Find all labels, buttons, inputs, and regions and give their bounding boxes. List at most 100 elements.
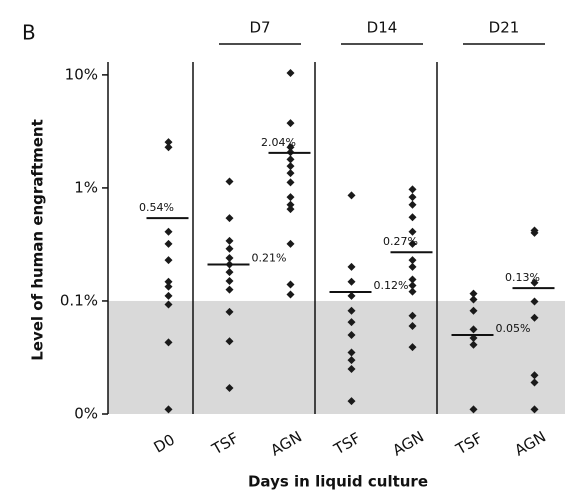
data-point	[347, 291, 356, 300]
data-point	[469, 325, 478, 334]
group-header: D21	[489, 19, 520, 37]
mean-label: 0.13%	[505, 271, 540, 284]
data-point	[286, 155, 295, 164]
data-point	[286, 290, 295, 299]
data-point	[225, 236, 234, 245]
y-tick-label: 1%	[74, 178, 98, 196]
y-tick-label: 10%	[65, 65, 98, 83]
x-tick-label: D0	[151, 430, 178, 456]
data-point	[347, 191, 356, 200]
data-point	[164, 256, 173, 265]
data-point	[408, 185, 417, 194]
data-point	[164, 300, 173, 309]
data-point	[408, 275, 417, 284]
data-point	[347, 330, 356, 339]
data-point	[469, 334, 478, 343]
data-point	[408, 256, 417, 265]
data-point	[347, 262, 356, 271]
y-axis-title: Level of human engraftment	[29, 119, 47, 361]
data-point	[225, 277, 234, 286]
data-point	[286, 193, 295, 202]
data-point	[530, 228, 539, 237]
data-point	[408, 322, 417, 331]
x-tick-label: AGN	[390, 428, 427, 460]
data-point	[347, 318, 356, 327]
data-point	[225, 268, 234, 277]
data-point	[225, 244, 234, 253]
data-point	[286, 205, 295, 214]
mean-label: 0.54%	[139, 201, 174, 214]
data-point	[225, 214, 234, 223]
data-point	[469, 289, 478, 298]
data-point	[347, 397, 356, 406]
data-point	[408, 239, 417, 248]
data-point	[164, 277, 173, 286]
data-point	[164, 239, 173, 248]
data-point	[347, 306, 356, 315]
x-tick-label: TSF	[330, 429, 364, 459]
data-point	[530, 313, 539, 322]
data-point	[347, 348, 356, 357]
data-point	[286, 68, 295, 77]
data-point	[408, 281, 417, 290]
x-tick-label: AGN	[268, 428, 305, 460]
mean-label: 0.27%	[383, 235, 418, 248]
data-point	[530, 378, 539, 387]
data-point	[530, 297, 539, 306]
data-point	[408, 227, 417, 236]
data-point	[408, 343, 417, 352]
data-point	[164, 338, 173, 347]
data-point	[347, 356, 356, 365]
x-tick-label: TSF	[452, 429, 486, 459]
data-point	[164, 143, 173, 152]
data-point	[408, 200, 417, 209]
panel-label: B	[22, 21, 36, 45]
data-point	[225, 383, 234, 392]
data-point	[469, 306, 478, 315]
data-point	[530, 278, 539, 287]
y-tick-label: 0%	[74, 405, 98, 423]
x-tick-label: AGN	[512, 428, 549, 460]
data-point	[530, 405, 539, 414]
data-point	[164, 138, 173, 147]
data-point	[347, 277, 356, 286]
data-point	[469, 405, 478, 414]
data-point	[286, 143, 295, 152]
x-tick-label: TSF	[208, 429, 242, 459]
data-point	[408, 311, 417, 320]
data-point	[286, 178, 295, 187]
mean-label: 0.05%	[496, 322, 531, 335]
mean-label: 2.04%	[261, 136, 296, 149]
data-point	[225, 177, 234, 186]
data-point	[164, 227, 173, 236]
data-point	[408, 287, 417, 296]
data-point	[286, 280, 295, 289]
data-point	[469, 340, 478, 349]
data-point	[286, 162, 295, 171]
group-header: D14	[367, 19, 398, 37]
data-point	[286, 239, 295, 248]
data-point	[286, 200, 295, 209]
data-point	[164, 405, 173, 414]
data-point	[408, 262, 417, 271]
data-point	[286, 169, 295, 178]
y-tick-label: 0.1%	[60, 291, 98, 309]
data-point	[408, 193, 417, 202]
data-point	[164, 282, 173, 291]
data-point	[347, 365, 356, 374]
low-engraftment-shade	[108, 300, 565, 414]
mean-label: 0.12%	[374, 279, 409, 292]
mean-label: 0.21%	[252, 252, 287, 265]
data-point	[286, 119, 295, 128]
data-point	[225, 253, 234, 262]
x-axis-title: Days in liquid culture	[248, 473, 428, 491]
data-point	[225, 285, 234, 294]
data-point	[225, 307, 234, 316]
data-point	[164, 291, 173, 300]
data-point	[530, 371, 539, 380]
data-point	[469, 295, 478, 304]
data-point	[225, 337, 234, 346]
group-header: D7	[249, 19, 270, 37]
data-point	[408, 213, 417, 222]
